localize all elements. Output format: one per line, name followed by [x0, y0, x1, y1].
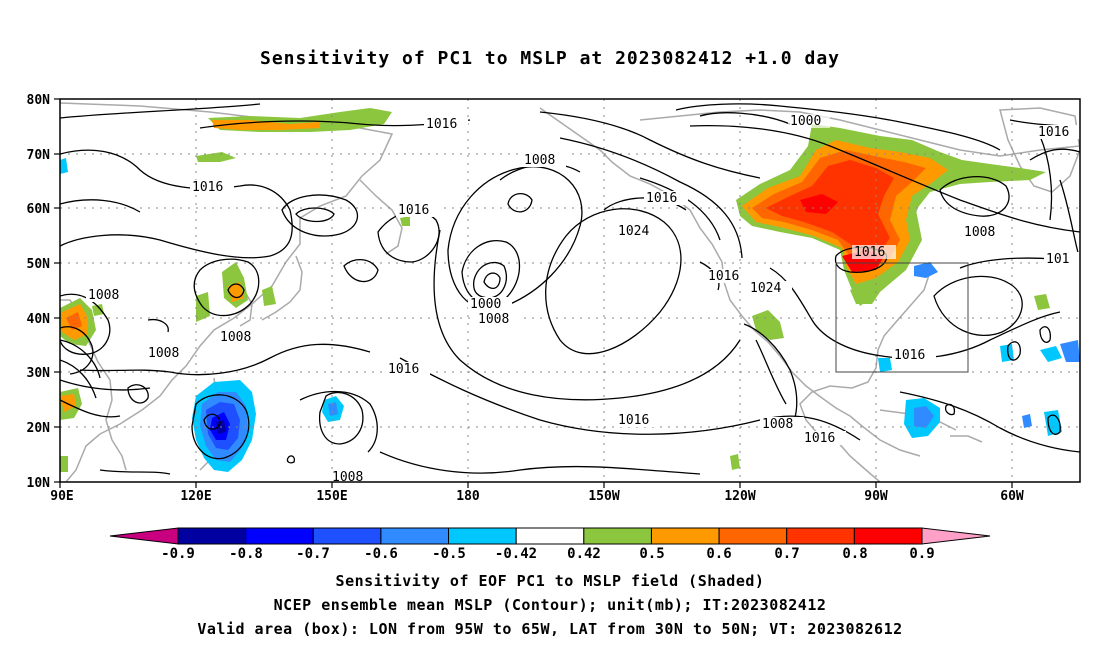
contour-label: 1000 [470, 297, 501, 312]
contour-label: 1016 [708, 269, 739, 284]
colorbar-tick: -0.9 [161, 546, 195, 562]
contour-label: 1016 [646, 191, 677, 206]
colorbar-tick: 0.9 [909, 546, 934, 562]
lon-label: 90E [50, 489, 73, 504]
contour-label: 1016 [1038, 125, 1069, 140]
lat-label: 20N [27, 421, 51, 436]
colorbar-tick: 0.8 [842, 546, 867, 562]
contour-label: 1016 [618, 413, 649, 428]
plot-title: Sensitivity of PC1 to MSLP at 2023082412… [259, 48, 840, 69]
colorbar-box [853, 527, 923, 545]
lon-label: 150E [316, 489, 347, 504]
contour-label: 1016 [894, 348, 925, 363]
lon-label: 120E [180, 489, 211, 504]
valid-area-box [835, 262, 969, 373]
colorbar-tick: 0.42 [567, 546, 601, 562]
axis-ticks [54, 98, 1013, 488]
lat-label: 50N [27, 257, 51, 272]
colorbar-right-tail [921, 527, 991, 545]
colorbar-box [380, 527, 450, 545]
colorbar-tick: -0.5 [432, 546, 466, 562]
contour-label: 1008 [478, 312, 509, 327]
colorbar-tick: -0.6 [364, 546, 398, 562]
caption-valid-area: Valid area (box): LON from 95W to 65W, L… [197, 620, 903, 638]
caption-shading: Sensitivity of EOF PC1 to MSLP field (Sh… [335, 572, 765, 590]
colorbar-box [448, 527, 517, 545]
caption-contour: NCEP ensemble mean MSLP (Contour); unit(… [273, 596, 827, 614]
longitude-labels: 90E 120E 150E 180 150W 120W 90W 60W [50, 489, 1024, 504]
contour-label: 1016 [388, 362, 419, 377]
contour-label: 1008 [148, 346, 179, 361]
contour-label: 1000 [790, 114, 821, 129]
colorbar-box [786, 527, 855, 545]
lat-label: 40N [27, 312, 51, 327]
lat-label: 70N [27, 148, 51, 163]
contour-label: 1016 [192, 180, 223, 195]
colorbar-box [245, 527, 314, 545]
lon-label: 90W [864, 489, 888, 504]
lat-label: 30N [27, 366, 51, 381]
contour-label: 1024 [750, 281, 781, 296]
contour-label: 1008 [964, 225, 995, 240]
lon-label: 120W [724, 489, 755, 504]
colorbar-box [718, 527, 788, 545]
colorbar-box [177, 527, 247, 545]
plot-frame [59, 98, 1081, 483]
contour-label: 1008 [220, 330, 251, 345]
colorbar-left-tail [109, 527, 179, 545]
contour-label: 1016 [854, 245, 885, 260]
contour-label: 1024 [618, 224, 649, 239]
colorbar-tick: 0.7 [774, 546, 799, 562]
colorbar-box [583, 527, 652, 545]
lat-label: 10N [27, 476, 51, 491]
lon-label: 150W [588, 489, 619, 504]
contour-label: 1008 [762, 417, 793, 432]
sensitivity-shading [60, 108, 1080, 472]
latitude-labels: 80N 70N 60N 50N 40N 30N 20N 10N [27, 93, 51, 491]
contour-label: 1008 [88, 288, 119, 303]
lon-label: 60W [1000, 489, 1024, 504]
contour-label: 1016 [398, 203, 429, 218]
contour-labels: 1016 1000 1016 1008 1016 1016 1016 1016 … [86, 114, 1080, 485]
contour-label: 1016 [426, 117, 457, 132]
lat-label: 80N [27, 93, 51, 108]
colorbar: -0.9 -0.8 -0.7 -0.6 -0.5 -0.42 0.42 0.5 … [109, 527, 991, 562]
contour-label: 101 [1046, 252, 1069, 267]
contour-label: 1008 [524, 153, 555, 168]
colorbar-tick: 0.5 [639, 546, 664, 562]
colorbar-box [515, 527, 585, 545]
colorbar-box [650, 527, 720, 545]
colorbar-tick: -0.7 [296, 546, 330, 562]
colorbar-tick: -0.8 [229, 546, 263, 562]
contour-label: 1016 [804, 431, 835, 446]
lat-label: 60N [27, 202, 51, 217]
colorbar-tick: -0.42 [495, 546, 537, 562]
lon-label: 180 [456, 489, 480, 504]
contour-label: 1008 [332, 470, 363, 485]
colorbar-tick: 0.6 [706, 546, 731, 562]
colorbar-box [312, 527, 382, 545]
